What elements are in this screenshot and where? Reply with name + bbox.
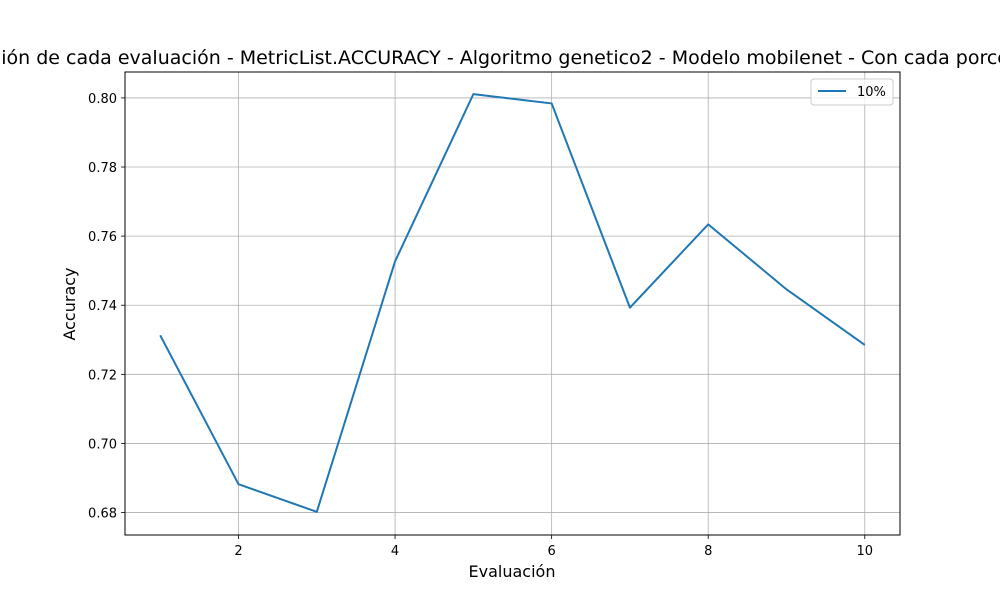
y-axis: 0.68 0.70 0.72 0.74 0.76 0.78 0.80 [88,92,125,522]
series-line [159,93,866,513]
legend-box [810,78,894,106]
chart-title: Variación de cada evaluación - MetricLis… [0,47,1000,69]
legend-label: 10% [857,85,886,100]
y-tick-label: 0.78 [88,161,117,176]
x-tick-label: 6 [548,544,556,559]
x-tick-label: 8 [704,544,712,559]
grid-lines [125,72,900,535]
x-axis-label: Evaluación [469,562,556,581]
series-layer [159,93,866,513]
x-tick-label: 2 [234,544,242,559]
y-tick-label: 0.68 [88,507,117,522]
y-tick-label: 0.70 [88,437,117,452]
y-tick-label: 0.76 [88,230,117,245]
y-tick-label: 0.80 [88,92,117,107]
x-tick-label: 4 [391,544,399,559]
x-axis: 2 4 6 8 10 [234,535,873,559]
y-tick-label: 0.72 [88,368,117,383]
plot-area-frame [124,71,901,536]
y-axis-label: Accuracy [60,267,79,340]
legend: 10% [810,78,894,106]
x-tick-label: 10 [856,544,873,559]
y-tick-label: 0.74 [88,299,117,314]
